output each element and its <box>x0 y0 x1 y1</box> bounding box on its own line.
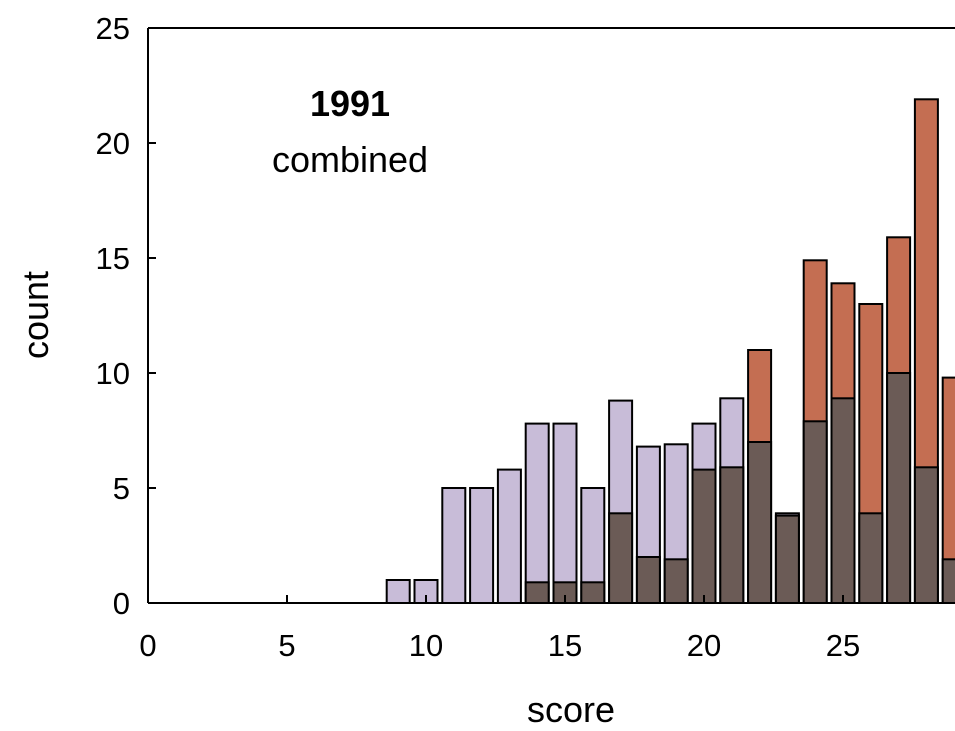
x-tick-label: 0 <box>139 628 156 663</box>
bar-overlap <box>858 512 884 604</box>
x-tick-label: 10 <box>409 628 443 663</box>
bar-series-a <box>524 422 550 604</box>
bar-overlap <box>635 556 661 604</box>
bar-overlap <box>663 558 689 604</box>
bar-overlap <box>608 512 634 604</box>
ticks-group: 0 5 10 15 20 25 0 5 10 15 20 25 <box>96 11 861 663</box>
bar-series-a <box>385 579 411 604</box>
y-tick-label: 10 <box>96 356 130 391</box>
bar-overlap <box>886 372 912 604</box>
y-tick-label: 15 <box>96 241 130 276</box>
y-tick-label: 0 <box>113 586 130 621</box>
y-tick-label: 20 <box>96 126 130 161</box>
bar-series-a <box>441 487 467 604</box>
y-axis-title: count <box>15 271 56 359</box>
x-axis-title: score <box>527 689 615 730</box>
bar-overlap <box>913 466 939 604</box>
bar-overlap <box>830 397 856 604</box>
y-tick-label: 25 <box>96 11 130 46</box>
bar-overlap <box>747 441 773 604</box>
bar-series-a <box>496 468 522 604</box>
axes-group <box>147 27 955 604</box>
y-tick-label: 5 <box>113 471 130 506</box>
bar-overlap <box>580 581 606 604</box>
x-tick-label: 5 <box>278 628 295 663</box>
bar-overlap <box>802 420 828 604</box>
bar-overlap <box>719 466 745 604</box>
annotation-subtitle: combined <box>272 139 428 180</box>
x-tick-label: 20 <box>687 628 721 663</box>
bar-overlap <box>691 468 717 604</box>
bar-series-a <box>469 487 495 604</box>
annotation-year: 1991 <box>310 83 390 124</box>
bars-group <box>385 98 955 605</box>
bar-overlap <box>941 558 955 604</box>
x-tick-label: 25 <box>826 628 860 663</box>
bar-overlap <box>774 514 800 604</box>
bar-overlap <box>524 581 550 604</box>
bar-series-a <box>552 422 578 604</box>
x-tick-label: 15 <box>548 628 582 663</box>
